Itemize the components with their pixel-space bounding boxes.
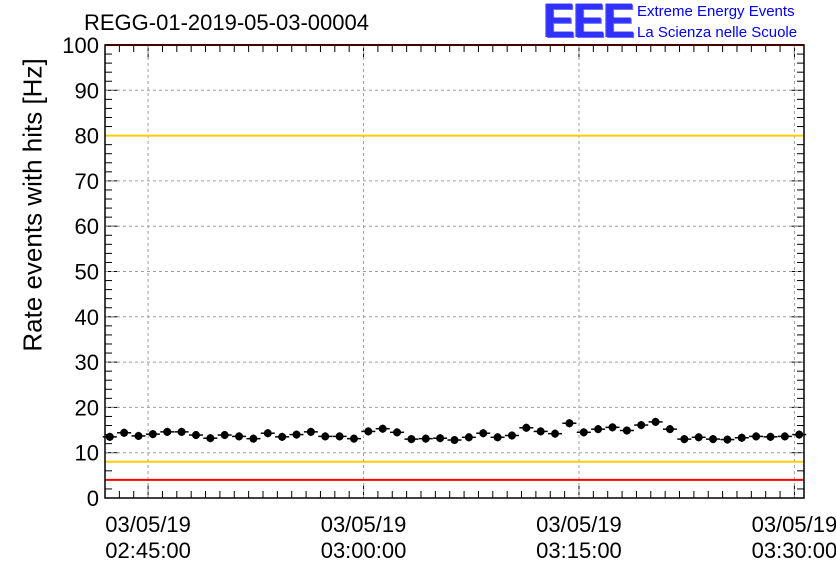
data-point (335, 432, 344, 441)
data-point (235, 432, 244, 441)
chart-title: REGG-01-2019-05-03-00004 (84, 10, 369, 35)
data-point (507, 431, 516, 440)
y-tick-label: 50 (75, 260, 99, 285)
data-point (536, 427, 545, 436)
data-point (349, 434, 358, 443)
y-tick-label: 20 (75, 395, 99, 420)
data-point (321, 432, 330, 441)
y-tick-label: 0 (87, 486, 99, 511)
data-point (163, 427, 172, 436)
data-point (421, 434, 430, 443)
data-point (637, 421, 646, 430)
y-tick-label: 80 (75, 124, 99, 149)
data-point (191, 431, 200, 440)
data-point (120, 428, 129, 437)
data-point (723, 435, 732, 444)
data-point (464, 433, 473, 442)
y-tick-label: 60 (75, 214, 99, 239)
data-point (551, 429, 560, 438)
data-point (220, 431, 229, 440)
data-point (479, 429, 488, 438)
data-point (407, 435, 416, 444)
data-point (450, 436, 459, 445)
x-tick-label-date: 03/05/19 (105, 512, 191, 537)
logo-text-line1: Extreme Energy Events (637, 3, 795, 20)
data-point (622, 426, 631, 435)
data-point (795, 430, 804, 439)
data-point (651, 417, 660, 426)
data-point (306, 427, 315, 436)
data-point (680, 435, 689, 444)
data-point (378, 424, 387, 433)
x-tick-label-date: 03/05/19 (752, 512, 836, 537)
data-point (206, 434, 215, 443)
logo-text-line2: La Scienza nelle Scuole (637, 24, 798, 41)
data-point (249, 434, 258, 443)
y-tick-label: 40 (75, 305, 99, 330)
data-point (522, 423, 531, 432)
data-point (737, 433, 746, 442)
data-point (665, 425, 674, 434)
data-point (594, 425, 603, 434)
x-tick-label-date: 03/05/19 (536, 512, 622, 537)
x-tick-label-time: 03:15:00 (536, 538, 622, 563)
data-point (263, 429, 272, 438)
x-tick-label-time: 02:45:00 (105, 538, 191, 563)
data-point (752, 432, 761, 441)
data-point (780, 432, 789, 441)
data-point (105, 432, 114, 441)
data-point (493, 433, 502, 442)
data-point (608, 423, 617, 432)
eee-logo: EEE (543, 0, 639, 48)
y-tick-label: 30 (75, 350, 99, 375)
y-tick-label: 100 (62, 33, 99, 58)
data-point (177, 427, 186, 436)
data-point (766, 432, 775, 441)
data-point (709, 435, 718, 444)
data-point (694, 433, 703, 442)
y-tick-label: 70 (75, 169, 99, 194)
data-point (393, 428, 402, 437)
data-point (292, 430, 301, 439)
y-tick-label: 10 (75, 441, 99, 466)
data-point (278, 432, 287, 441)
x-tick-label-date: 03/05/19 (321, 512, 407, 537)
y-axis-label: Rate events with hits [Hz] (17, 58, 48, 352)
x-tick-label-time: 03:00:00 (321, 538, 407, 563)
eee-logo-mark: EEE (543, 0, 635, 48)
data-point (579, 428, 588, 437)
plot-frame (104, 44, 805, 499)
data-point (565, 419, 574, 428)
y-tick-label: 90 (75, 78, 99, 103)
data-point (148, 430, 157, 439)
x-tick-label-time: 03:30:00 (752, 538, 836, 563)
data-point (364, 427, 373, 436)
data-point (134, 431, 143, 440)
data-point (436, 434, 445, 443)
